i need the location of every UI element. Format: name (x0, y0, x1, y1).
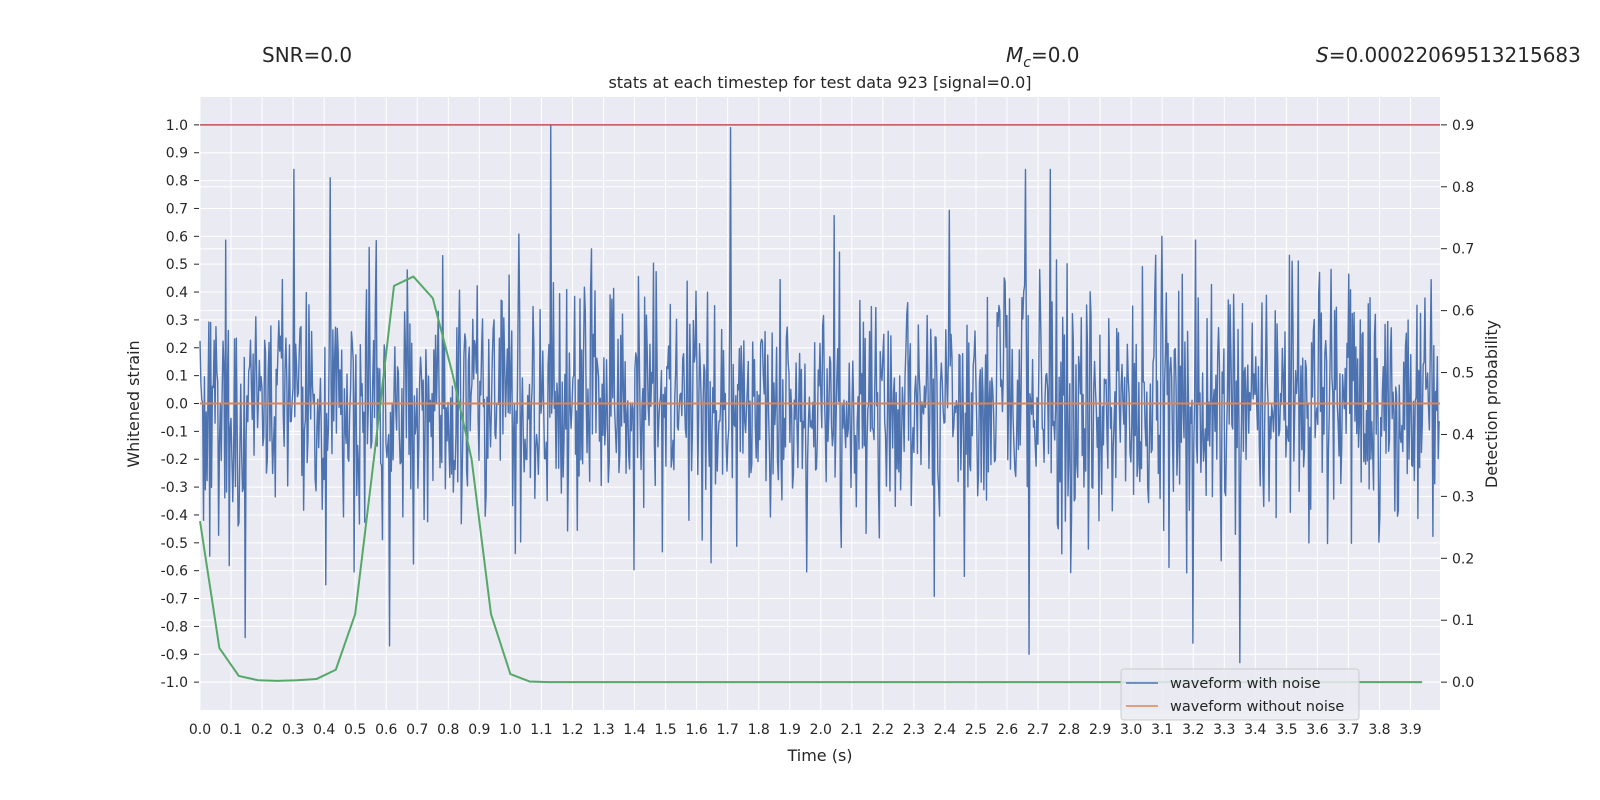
y-tick-label: 0.9 (166, 146, 188, 162)
y-tick-label: 0.2 (166, 341, 188, 357)
right-tick-label: 0.4 (1452, 427, 1474, 443)
chirp-mass-symbol: M (1006, 43, 1023, 67)
x-tick-label: 1.9 (779, 722, 801, 738)
overlay-lines (199, 124, 1440, 684)
y-tick-label: 0.1 (166, 369, 188, 385)
x-tick-label: 1.5 (654, 722, 676, 738)
x-axis-ticks: 0.0 0.1 0.2 0.3 0.4 0.5 0.6 0.7 0.8 0.9 1.0 1.1 1.2 1… (189, 722, 1422, 738)
x-tick-label: 1.2 (561, 722, 583, 738)
x-tick-label: 2.1 (841, 722, 863, 738)
chart-title: stats at each timestep for test data 923… (608, 73, 1031, 92)
x-tick-label: 1.3 (592, 722, 614, 738)
x-tick-label: 2.6 (996, 722, 1018, 738)
y-tick-label: -0.1 (161, 424, 188, 440)
x-tick-label: 2.0 (810, 722, 832, 738)
s-stat-value: =0.00022069513215683 (1329, 43, 1581, 67)
x-tick-label: 3.5 (1275, 722, 1297, 738)
right-axis-label: Detection probability (1482, 320, 1501, 488)
x-tick-label: 3.2 (1182, 722, 1204, 738)
waveform-with-noise-line (199, 124, 1440, 664)
right-tick-label: 0.9 (1452, 118, 1474, 134)
x-tick-label: 2.7 (1027, 722, 1049, 738)
x-tick-label: 1.7 (717, 722, 739, 738)
x-tick-label: 2.2 (872, 722, 894, 738)
right-tick-label: 0.7 (1452, 242, 1474, 258)
x-tick-label: 2.3 (903, 722, 925, 738)
x-tick-label: 0.2 (251, 722, 273, 738)
right-tick-label: 0.8 (1452, 180, 1474, 196)
x-tick-label: 0.9 (468, 722, 490, 738)
x-tick-label: 3.8 (1368, 722, 1390, 738)
right-tick-label: 0.6 (1452, 304, 1474, 320)
x-tick-label: 0.6 (375, 722, 397, 738)
x-tick-label: 2.4 (934, 722, 956, 738)
chirp-mass-subscript: c (1023, 55, 1031, 71)
y-axis-ticks: 1.0 0.9 0.8 0.7 0.6 0.5 0.4 0.3 0.2 0.1 0.0 -0.1 -0.… (161, 118, 199, 691)
x-tick-label: 3.4 (1244, 722, 1266, 738)
right-tick-label: 0.2 (1452, 551, 1474, 567)
right-tick-label: 0.1 (1452, 613, 1474, 629)
right-tick-label: 0.3 (1452, 489, 1474, 505)
y-tick-label: 0.8 (166, 174, 188, 190)
y-tick-label: -0.6 (161, 564, 188, 580)
waveform-with-noise-series (199, 124, 1440, 664)
x-tick-label: 3.1 (1151, 722, 1173, 738)
x-tick-label: 0.5 (344, 722, 366, 738)
x-tick-label: 2.9 (1089, 722, 1111, 738)
x-tick-label: 1.0 (499, 722, 521, 738)
x-tick-label: 3.3 (1213, 722, 1235, 738)
x-tick-label: 2.5 (965, 722, 987, 738)
y-tick-label: -0.3 (161, 480, 188, 496)
chirp-mass-value: =0.0 (1031, 43, 1080, 67)
s-stat-label: S=0.00022069513215683 (1316, 43, 1581, 67)
y-tick-label: 0.3 (166, 313, 188, 329)
x-tick-label: 1.6 (685, 722, 707, 738)
y-tick-label: -0.7 (161, 592, 188, 608)
x-tick-label: 3.9 (1399, 722, 1421, 738)
y-tick-label: -0.2 (161, 452, 188, 468)
legend: waveform with noise waveform without noi… (1120, 668, 1360, 721)
right-tick-label: 0.5 (1452, 366, 1474, 382)
x-tick-label: 0.4 (313, 722, 335, 738)
legend-box (1120, 668, 1360, 721)
x-tick-label: 0.8 (437, 722, 459, 738)
s-stat-symbol: S (1316, 43, 1329, 67)
x-axis-label: Time (s) (786, 746, 852, 765)
right-tick-label: 0.0 (1452, 675, 1474, 691)
x-tick-label: 0.0 (189, 722, 211, 738)
y-tick-label: -0.9 (161, 647, 188, 663)
y-tick-label: 0.4 (166, 285, 188, 301)
x-tick-label: 0.3 (282, 722, 304, 738)
x-tick-label: 0.7 (406, 722, 428, 738)
x-tick-label: 3.0 (1120, 722, 1142, 738)
y-tick-label: 0.0 (166, 397, 188, 413)
legend-label-clean: waveform without noise (1170, 699, 1344, 715)
right-axis-ticks: 0.9 0.8 0.7 0.6 0.5 0.4 0.3 0.2 0.1 0.0 (1441, 118, 1474, 691)
x-tick-label: 1.1 (530, 722, 552, 738)
y-tick-label: -0.4 (161, 508, 188, 524)
chirp-mass-label: Mc=0.0 (1006, 43, 1080, 71)
y-tick-label: 0.6 (166, 229, 188, 245)
x-tick-label: 1.4 (623, 722, 645, 738)
x-tick-label: 2.8 (1058, 722, 1080, 738)
y-tick-label: 1.0 (166, 118, 188, 134)
y-axis-label: Whitened strain (124, 340, 143, 467)
y-tick-label: 0.7 (166, 201, 188, 217)
x-tick-label: 3.7 (1337, 722, 1359, 738)
legend-label-noise: waveform with noise (1170, 676, 1321, 692)
y-tick-label: 0.5 (166, 257, 188, 273)
detection-probability-line (199, 275, 1423, 684)
x-tick-label: 1.8 (748, 722, 770, 738)
x-tick-label: 0.1 (220, 722, 242, 738)
x-tick-label: 3.6 (1306, 722, 1328, 738)
y-tick-label: -1.0 (161, 675, 188, 691)
snr-label: SNR=0.0 (262, 43, 352, 67)
y-tick-label: -0.5 (161, 536, 188, 552)
y-tick-label: -0.8 (161, 619, 188, 635)
